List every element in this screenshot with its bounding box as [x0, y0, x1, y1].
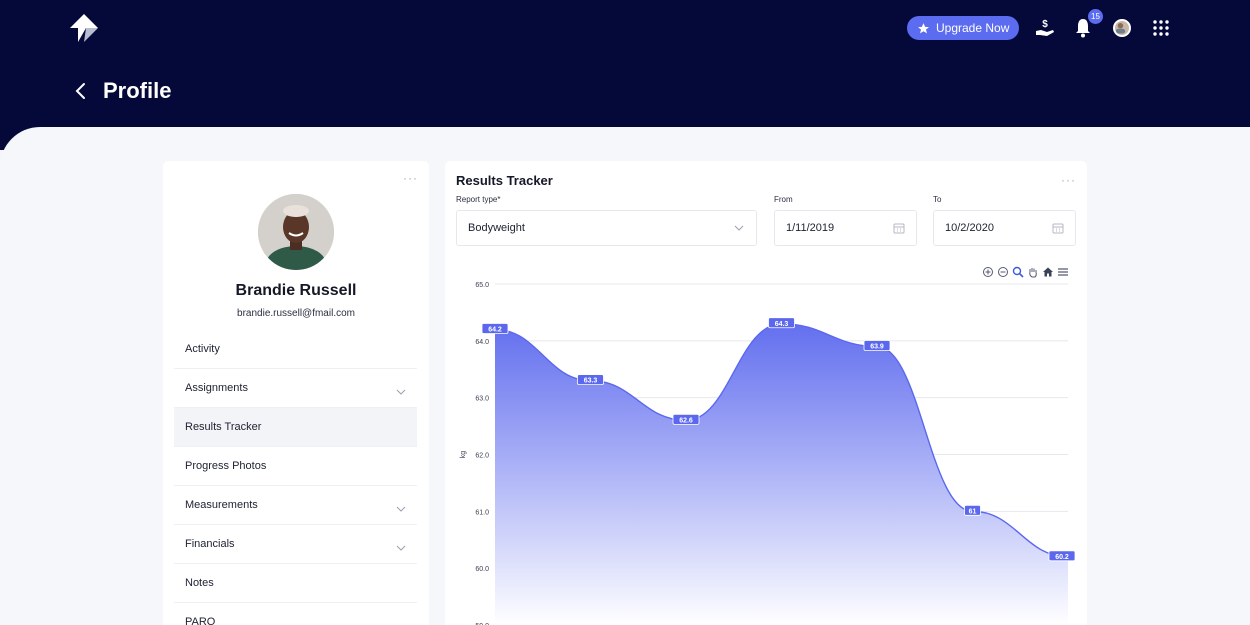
app-logo[interactable]: [68, 12, 100, 44]
page-title: Profile: [103, 78, 172, 103]
data-label-box: [1048, 550, 1076, 562]
y-tick-label: 61.0: [475, 509, 489, 516]
chart-toolbar: [982, 265, 1069, 278]
data-label: 62.6: [679, 417, 693, 424]
payment-hand-icon[interactable]: $: [1033, 16, 1057, 40]
data-label: 63.3: [584, 378, 598, 385]
data-label: 60.2: [1055, 554, 1069, 561]
y-tick-label: 60.0: [475, 566, 489, 573]
y-tick-label: 62.0: [475, 453, 489, 460]
to-date-field[interactable]: 10/2/2020: [933, 210, 1076, 246]
reset-home-icon[interactable]: [1042, 265, 1054, 277]
chevron-down-icon: [396, 389, 406, 395]
results-card-more-icon[interactable]: ···: [1061, 173, 1076, 187]
top-header: [0, 0, 1250, 150]
upgrade-now-button[interactable]: Upgrade Now: [907, 16, 1019, 40]
menu-item-parq[interactable]: PARQ: [174, 603, 417, 625]
report-type-value: Bodyweight: [468, 222, 525, 234]
user-avatar[interactable]: [1113, 19, 1131, 37]
chart-menu-icon[interactable]: [1057, 265, 1069, 277]
menu-item-label: Activity: [185, 343, 220, 355]
menu-item-results-tracker[interactable]: Results Tracker: [174, 408, 417, 447]
profile-avatar: [258, 194, 334, 270]
from-date-field[interactable]: 1/11/2019: [774, 210, 917, 246]
menu-item-label: Results Tracker: [185, 421, 262, 433]
profile-card: ··· Brandie Russell brandie.russell@fmai…: [163, 161, 429, 625]
chevron-down-icon: [396, 506, 406, 512]
calendar-icon: [893, 223, 905, 234]
report-type-select[interactable]: Bodyweight: [456, 210, 757, 246]
profile-email: brandie.russell@fmail.com: [237, 308, 355, 319]
menu-item-notes[interactable]: Notes: [174, 564, 417, 603]
from-date-value: 1/11/2019: [786, 222, 835, 234]
star-icon: [918, 22, 929, 33]
to-label: To: [933, 195, 942, 204]
calendar-icon: [1052, 223, 1064, 234]
menu-item-label: Financials: [185, 538, 235, 550]
zoom-in-icon[interactable]: [982, 265, 994, 277]
results-tracker-title: Results Tracker: [456, 173, 553, 188]
data-label: 64.2: [488, 326, 502, 333]
svg-text:$: $: [1042, 19, 1048, 30]
y-axis-label: kg: [460, 451, 467, 459]
menu-item-label: Progress Photos: [185, 460, 267, 472]
data-label-box: [768, 317, 795, 329]
menu-item-label: PARQ: [185, 616, 216, 625]
chevron-down-icon: [734, 225, 744, 231]
chevron-down-icon: [396, 545, 406, 551]
menu-item-label: Notes: [185, 577, 214, 589]
results-tracker-card: Results Tracker ··· Report type* Bodywei…: [445, 161, 1087, 625]
y-tick-label: 64.0: [475, 339, 489, 346]
menu-item-label: Measurements: [185, 499, 258, 511]
selection-zoom-icon[interactable]: [1012, 265, 1024, 278]
zoom-out-icon[interactable]: [997, 265, 1009, 277]
back-arrow-icon[interactable]: [70, 80, 92, 102]
menu-item-assignments[interactable]: Assignments: [174, 369, 417, 408]
menu-item-measurements[interactable]: Measurements: [174, 486, 417, 525]
area-fill: [495, 323, 1068, 625]
bodyweight-area-chart: 65.0 64.0 63.0 62.0 61.0 60.0 59.0 kg 64.2 63.3 6…: [460, 282, 1076, 625]
apps-grid-icon[interactable]: [1149, 16, 1173, 40]
notification-bell-icon[interactable]: [1071, 16, 1095, 40]
pan-hand-icon[interactable]: [1027, 265, 1039, 278]
profile-name: Brandie Russell: [235, 282, 357, 299]
from-label: From: [774, 195, 793, 204]
data-label: 61: [969, 508, 977, 515]
upgrade-now-label: Upgrade Now: [936, 21, 1010, 35]
menu-item-label: Assignments: [185, 382, 248, 394]
menu-item-activity[interactable]: Activity: [174, 330, 417, 369]
notification-count-badge: 15: [1088, 9, 1103, 24]
y-tick-label: 65.0: [475, 282, 489, 289]
data-label: 63.9: [870, 344, 884, 351]
data-label-box: [964, 504, 981, 516]
to-date-value: 10/2/2020: [945, 222, 994, 234]
y-tick-label: 59.0: [475, 623, 489, 625]
data-label: 64.3: [775, 321, 789, 328]
profile-menu: Activity Assignments Results Tracker Pro…: [174, 330, 417, 625]
data-label-box: [863, 340, 891, 351]
data-label-box: [481, 323, 509, 334]
menu-item-financials[interactable]: Financials: [174, 525, 417, 564]
menu-item-progress-photos[interactable]: Progress Photos: [174, 447, 417, 486]
report-type-label: Report type*: [456, 195, 501, 204]
data-label-box: [577, 374, 604, 386]
data-label-box: [672, 413, 700, 425]
y-tick-label: 63.0: [475, 396, 489, 403]
profile-card-more-icon[interactable]: ···: [403, 171, 418, 185]
